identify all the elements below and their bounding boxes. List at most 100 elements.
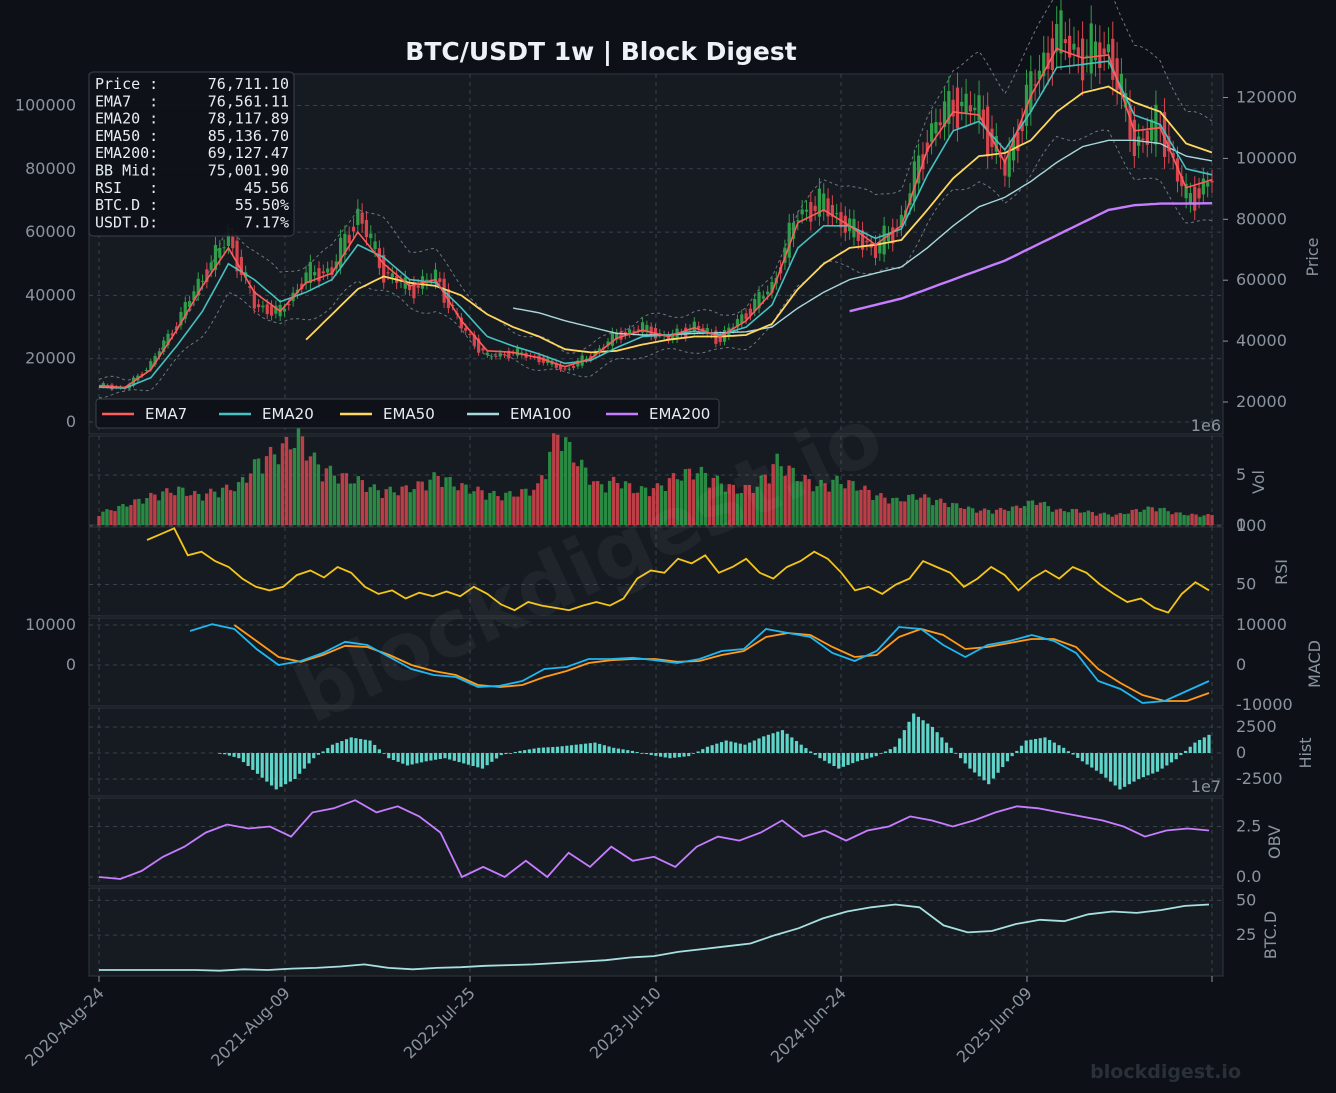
- volume-bar: [839, 484, 843, 525]
- candle-body: [235, 240, 239, 272]
- candle-body: [804, 209, 809, 212]
- hist-bar: [359, 738, 363, 753]
- volume-bar: [1010, 506, 1015, 525]
- info-value: 69,127.47: [208, 144, 289, 162]
- price-left-tick: 80000: [25, 159, 76, 178]
- candle-body: [222, 247, 226, 249]
- info-rows: Price : 76,711.10 EMA7 : 76,561.11 EMA20 : 78…: [95, 75, 289, 231]
- volume-bar: [935, 499, 939, 525]
- volume-bar: [456, 490, 460, 525]
- volume-bar: [887, 503, 891, 525]
- hist-bar: [419, 753, 424, 763]
- candle-body: [248, 285, 252, 288]
- volume-bar: [1134, 509, 1138, 525]
- volume-bar: [1078, 512, 1083, 525]
- hist-bar: [1043, 737, 1047, 753]
- volume-bar: [599, 484, 604, 525]
- obv-tick: 2.5: [1236, 817, 1261, 836]
- hist-bar: [546, 747, 550, 753]
- volume-bar: [1182, 514, 1186, 525]
- volume-bar: [1046, 506, 1051, 525]
- volume-bar: [236, 482, 241, 525]
- hist-bar: [480, 753, 485, 769]
- hist-bar: [1076, 753, 1080, 758]
- candle-body: [697, 325, 701, 329]
- volume-bar: [699, 466, 704, 525]
- candle-body: [606, 341, 610, 346]
- volume-bar: [595, 481, 600, 525]
- hist-bar: [1048, 740, 1052, 753]
- hist-bar: [593, 742, 597, 753]
- hist-bar: [523, 750, 527, 753]
- volume-bar: [476, 486, 480, 525]
- volume-bar: [811, 491, 815, 525]
- candle-body: [494, 355, 498, 357]
- info-label: EMA50 :: [95, 127, 158, 145]
- volume-bar: [927, 497, 931, 525]
- candle-body: [848, 218, 852, 232]
- volume-bar: [615, 483, 620, 525]
- hist-bar: [710, 745, 714, 753]
- macd-left-tick: 10000: [25, 615, 76, 634]
- hist-bar: [565, 745, 569, 753]
- candle-body: [1119, 73, 1124, 95]
- candle-body: [1089, 23, 1093, 74]
- volume-bar: [775, 453, 779, 525]
- volume-bar: [895, 497, 899, 525]
- volume-bar: [1194, 514, 1198, 525]
- hist-bar: [434, 753, 438, 760]
- hist-bar: [907, 721, 911, 753]
- volume-bar: [137, 498, 141, 525]
- candle-body: [843, 215, 847, 233]
- volume-bar: [667, 478, 672, 525]
- volume-bar: [1066, 512, 1071, 525]
- hist-bar: [227, 753, 231, 756]
- obv-offset-label: 1e7: [1191, 777, 1221, 796]
- volume-bar: [356, 476, 361, 525]
- candle-body: [671, 333, 675, 340]
- candle-body: [757, 291, 761, 309]
- hist-bar: [635, 751, 639, 753]
- candle-body: [187, 301, 192, 307]
- hist-bar: [794, 741, 799, 753]
- hist-bar: [926, 723, 930, 753]
- volume-bar: [1050, 511, 1055, 525]
- hist-bar: [973, 753, 977, 773]
- info-value: 78,117.89: [208, 110, 289, 128]
- hist-bar: [898, 738, 902, 753]
- hist-bar: [785, 733, 789, 753]
- candle-body: [645, 324, 649, 331]
- vol-tick: 5: [1236, 465, 1246, 484]
- volume-bar: [556, 434, 560, 525]
- hist-bar: [729, 741, 733, 753]
- volume-bar: [759, 475, 763, 525]
- volume-bar: [320, 481, 325, 525]
- volume-bar: [695, 473, 700, 525]
- info-value: 45.56: [244, 179, 289, 197]
- hist-bar: [1019, 745, 1024, 753]
- hist-bar: [344, 739, 349, 753]
- volume-bar: [428, 479, 432, 525]
- candle-body: [153, 355, 157, 365]
- candle-body: [817, 188, 822, 217]
- volume-bar: [911, 494, 915, 525]
- btcd-ylabel: BTC.D: [1261, 911, 1280, 959]
- candle-body: [835, 213, 839, 215]
- hist-bar: [1146, 753, 1150, 776]
- volume-bar: [947, 507, 951, 525]
- hist-bar: [649, 753, 653, 756]
- hist-bar: [265, 753, 269, 782]
- candle-body: [994, 136, 998, 152]
- hist-bar: [377, 749, 381, 753]
- hist-bar: [691, 753, 696, 754]
- candle-body: [791, 222, 796, 239]
- volume-bar: [432, 472, 436, 525]
- volume-bar: [300, 436, 305, 525]
- candle-body: [373, 241, 377, 250]
- candle-body: [563, 368, 567, 370]
- hist-bar: [368, 740, 372, 753]
- volume-bar: [101, 511, 105, 525]
- legend-entry: EMA50: [383, 405, 435, 423]
- volume-bar: [787, 465, 791, 525]
- hist-bar: [762, 736, 766, 753]
